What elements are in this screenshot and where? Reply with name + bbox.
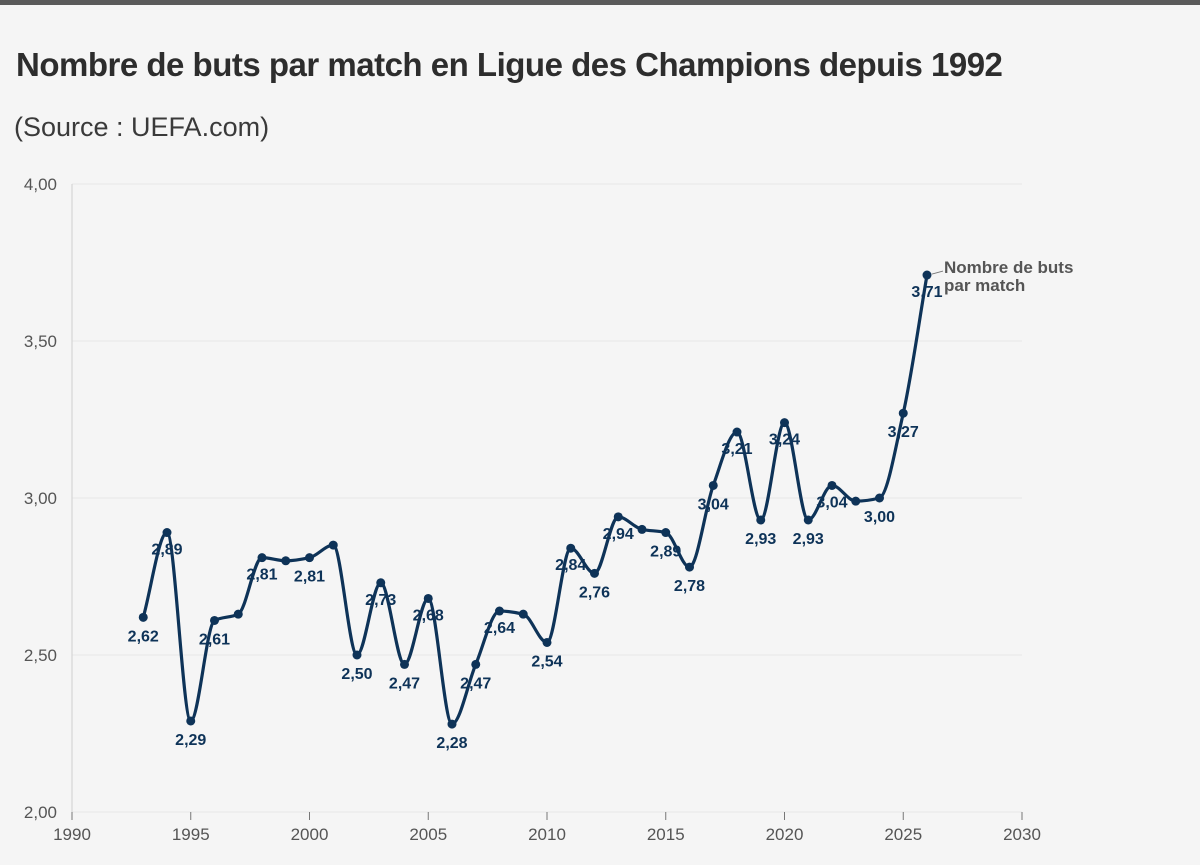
y-tick-label: 4,00 (24, 175, 57, 194)
y-tick-label: 2,00 (24, 803, 57, 822)
top-border (0, 0, 1200, 5)
data-point (780, 418, 789, 428)
data-label: 3,21 (721, 441, 752, 458)
data-label: 2,62 (128, 628, 159, 645)
data-point (495, 606, 504, 616)
data-label: 2,94 (603, 526, 634, 543)
x-tick-label: 2015 (647, 825, 685, 844)
data-label: 3,00 (864, 509, 895, 526)
y-tick-label: 3,50 (24, 332, 57, 351)
data-point (328, 540, 338, 550)
data-label: 2,76 (579, 584, 610, 601)
data-point (281, 556, 291, 566)
data-label: 2,28 (436, 735, 467, 752)
x-tick-label: 2000 (291, 825, 329, 844)
data-label: 2,54 (531, 653, 562, 670)
x-tick-label: 2030 (1003, 825, 1041, 844)
data-point (922, 270, 932, 280)
data-point (803, 515, 813, 525)
data-label: 3,71 (911, 284, 942, 301)
data-label: 2,29 (175, 732, 206, 749)
data-label: 2,61 (199, 631, 230, 648)
x-tick-label: 2020 (766, 825, 804, 844)
chart-subtitle: (Source : UEFA.com) (14, 112, 270, 142)
data-point (827, 480, 837, 490)
series-name-label: par match (944, 276, 1025, 295)
data-point (423, 593, 433, 603)
data-point (376, 578, 386, 588)
data-label: 3,04 (698, 496, 729, 513)
data-point (162, 528, 172, 538)
data-label: 2,78 (674, 578, 705, 595)
chart-title: Nombre de buts par match en Ligue des Ch… (16, 46, 1003, 83)
data-label: 2,68 (413, 607, 444, 624)
data-point (210, 615, 219, 625)
data-point (613, 512, 623, 522)
data-point (138, 612, 148, 622)
series-name-label: Nombre de buts (944, 258, 1073, 277)
data-label: 3,04 (816, 494, 847, 511)
data-point (257, 553, 267, 563)
x-tick-label: 1995 (172, 825, 210, 844)
data-point (233, 609, 243, 619)
data-point (447, 719, 457, 729)
data-point (732, 427, 742, 437)
data-point (708, 480, 718, 490)
data-point (542, 637, 552, 647)
data-point (661, 528, 671, 538)
y-axis: 2,00 2,50 3,00 3,50 4,00 (24, 175, 57, 822)
x-tick-label: 2005 (409, 825, 447, 844)
data-point (637, 524, 647, 534)
x-tick-label: 1990 (53, 825, 91, 844)
data-point (756, 515, 766, 525)
data-label: 2,47 (389, 675, 420, 692)
data-label: 2,47 (460, 675, 491, 692)
data-point (875, 493, 884, 503)
data-label: 3,27 (888, 424, 919, 441)
data-label: 2,73 (365, 592, 396, 609)
data-label: 2,50 (341, 666, 372, 683)
data-label: 2,64 (484, 620, 515, 637)
data-point (566, 543, 576, 553)
series-label-leader (931, 270, 944, 275)
data-point (685, 562, 694, 572)
data-point (851, 496, 861, 506)
data-label: 3,24 (769, 432, 800, 449)
data-points (138, 270, 932, 729)
data-label: 2,93 (793, 531, 824, 548)
data-label: 2,81 (246, 567, 277, 584)
data-point (352, 650, 362, 660)
x-tick-label: 2010 (528, 825, 566, 844)
data-label: 2,84 (555, 557, 586, 574)
y-tick-label: 3,00 (24, 489, 57, 508)
data-label: 2,89 (650, 544, 681, 561)
y-tick-label: 2,50 (24, 646, 57, 665)
data-point (186, 716, 196, 726)
x-tick-label: 2025 (884, 825, 922, 844)
data-label: 2,93 (745, 531, 776, 548)
gridlines (71, 183, 1022, 813)
data-label: 2,81 (294, 569, 325, 586)
data-point (590, 568, 599, 578)
data-labels: 2,62 2,89 2,29 2,61 2,81 2,81 2,50 2,73 2,47 2,68… (128, 284, 943, 752)
x-axis: 1990 1995 2000 2005 2010 2015 2020 2025 2030 (53, 812, 1041, 844)
data-point (518, 609, 528, 619)
data-point (471, 659, 481, 669)
data-point (898, 408, 908, 418)
data-point (305, 553, 314, 563)
data-label: 2,89 (151, 542, 182, 559)
data-point (400, 659, 409, 669)
